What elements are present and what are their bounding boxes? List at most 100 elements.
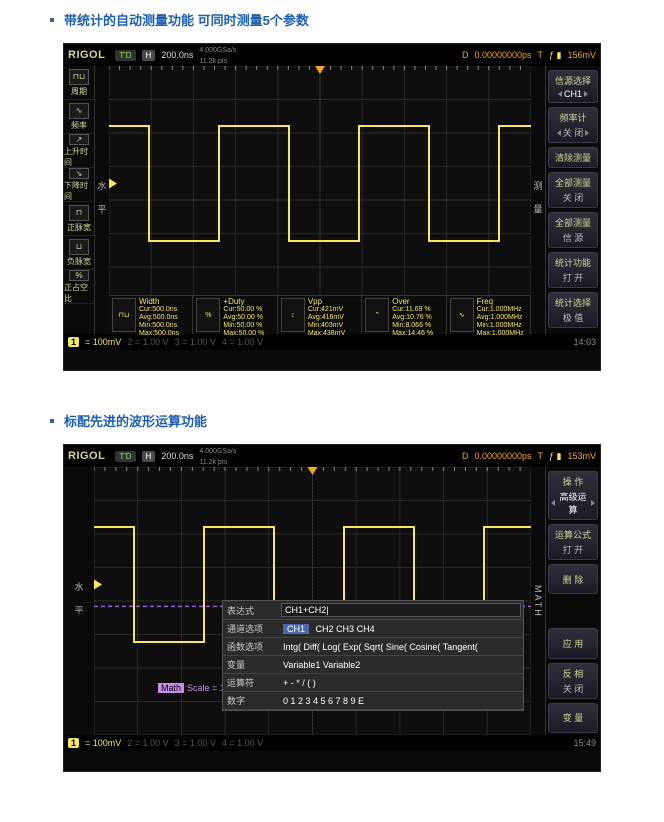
tool-pwidth[interactable]: ⊓正脉宽 [64,202,94,236]
tool-fall[interactable]: ↘下降时间 [64,168,94,202]
meas-duty: %+DutyCur:50.00 %Avg:50.00 %Min:50.00 %M… [193,296,277,334]
menu-invert[interactable]: 反 相关 闭 [548,663,598,699]
h-badge: H [142,50,156,61]
menu-formula[interactable]: 运算公式打 开 [548,524,598,560]
menu-apply[interactable]: 应 用 [548,628,598,658]
chevron-right-icon [584,91,588,97]
measurement-row: ⊓⊔WidthCur:500.0nsAvg:500.0nsMin:500.0ns… [109,295,531,334]
ch-opt[interactable]: CH2 [316,624,334,634]
tool-duty[interactable]: %正占空比 [64,270,94,304]
nwidth-icon: ⊔ [69,239,89,255]
popup-row-var: 变量 Variable1 Variable2 [223,656,523,674]
heading-text: 带统计的自动测量功能 可同时测量5个参数 [64,10,309,29]
ch1-badge: 1 [68,337,79,347]
ch4-scale: 4 = 1.00 V [222,337,263,347]
freq-meas-icon: ∿ [450,298,474,332]
vlabel-right: MATH [531,467,545,735]
clock: 14:03 [573,337,596,347]
t-label: T [538,451,544,461]
meas-width: ⊓⊔WidthCur:500.0nsAvg:500.0nsMin:500.0ns… [109,296,193,334]
fall-icon: ↘ [69,168,89,179]
menu-counter[interactable]: 频率计关 闭 [548,107,598,143]
popup-row-ch: 通道选项 CH1 CH2 CH3 CH4 [223,620,523,638]
main-area: ⊓⊔周期 ∿频率 ↗上升时间 ↘下降时间 ⊓正脉宽 ⊔负脉宽 %正占空比 水 平… [64,66,600,334]
ch1-scale: = 100mV [85,337,121,347]
ch-opt[interactable]: CH4 [357,624,375,634]
waveform-grid: Math Scale = 1.00 V 表达式 CH1+CH2| 通道选项 CH… [94,467,531,735]
oscilloscope-screenshot-2: RIGOL T'D H 200.0ns 4.000GSa/s 11.2k pts… [63,444,601,772]
chevron-left-icon [558,91,562,97]
menu-op[interactable]: 操 作高级运算 [548,471,598,520]
ch-opt[interactable]: CH3 [336,624,354,634]
menu-stat[interactable]: 统计功能打 开 [548,252,598,288]
pwidth-icon: ⊓ [69,205,89,221]
ch3-scale: 3 = 1.00 V [175,738,216,748]
sample-rate: 4.000GSa/s [199,448,236,455]
logo: RIGOL [68,450,105,462]
timebase: 200.0ns [161,451,193,461]
t-value: 156mV [567,50,596,60]
heading-2: 标配先进的波形运算功能 [10,411,654,430]
meas-over: ⌃OverCur:11.69 %Avg:10.76 %Min:8.066 %Ma… [362,296,446,334]
popup-row-num: 数字 0 1 2 3 4 5 6 7 8 9 E [223,692,523,710]
t-label: T [538,50,544,60]
formula-popup: 表达式 CH1+CH2| 通道选项 CH1 CH2 CH3 CH4 函数选项 [222,600,524,711]
td-badge: T'D [115,50,135,61]
heading-1: 带统计的自动测量功能 可同时测量5个参数 [10,10,654,29]
vlabel-left: 水 平 [95,66,109,334]
logo: RIGOL [68,49,105,61]
menu-source[interactable]: 信源选择CH1 [548,70,598,103]
rise-icon: ↗ [69,134,89,145]
menu-allmeas[interactable]: 全部测量关 闭 [548,172,598,208]
left-tools: ⊓⊔周期 ∿频率 ↗上升时间 ↘下降时间 ⊓正脉宽 ⊔负脉宽 %正占空比 [64,66,95,334]
duty-icon: % [69,270,89,281]
bullet [50,419,54,423]
ch4-scale: 4 = 1.00 V [222,738,263,748]
popup-row-expr: 表达式 CH1+CH2| [223,601,523,620]
waveform-grid: ⊓⊔WidthCur:500.0nsAvg:500.0nsMin:500.0ns… [109,66,531,334]
right-menu-2: 操 作高级运算 运算公式打 开 删 除 应 用 反 相关 闭 变 量 [545,467,600,735]
scope-topbar: RIGOL T'D H 200.0ns 4.000GSa/s 11.2k pts… [64,445,600,467]
ch3-scale: 3 = 1.00 V [175,337,216,347]
ch1-badge: 1 [68,738,79,748]
math-label: Math [158,683,184,693]
popup-row-op: 运算符 + - * / ( ) [223,674,523,692]
scope-topbar: RIGOL T'D H 200.0ns 4.000GSa/s 11.2k pts… [64,44,600,66]
vlabel-left: 水 平 [64,467,94,735]
chevron-left-icon [557,130,561,136]
menu-allsrc[interactable]: 全部测量信 源 [548,212,598,248]
tool-period[interactable]: ⊓⊔周期 [64,66,94,100]
ch1-scale: = 100mV [85,738,121,748]
meas-vpp: ↕VppCur:421mVAvg:416mVMin:403mVMax:438mV [278,296,362,334]
right-menu-1: 信源选择CH1 频率计关 闭 清除测量 全部测量关 闭 全部测量信 源 统计功能… [545,66,600,334]
mem-depth: 11.2k pts [199,58,227,65]
tool-nwidth[interactable]: ⊔负脉宽 [64,236,94,270]
mem-depth: 11.2k pts [199,459,227,466]
menu-delete[interactable]: 删 除 [548,564,598,594]
timebase: 200.0ns [161,50,193,60]
vlabel-right: 测 量 [531,66,545,334]
waveform-svg [109,66,531,334]
h-badge: H [142,451,156,462]
tool-rise[interactable]: ↗上升时间 [64,134,94,168]
clock: 15:49 [573,738,596,748]
d-value: 0.00000000ps [474,50,531,60]
expr-input[interactable]: CH1+CH2| [281,603,521,617]
chevron-right-icon [585,130,589,136]
menu-statsel[interactable]: 统计选择极 值 [548,292,598,328]
freq-icon: ∿ [69,103,89,119]
oscilloscope-screenshot-1: RIGOL T'D H 200.0ns 4.000GSa/s 11.2k pts… [63,43,601,371]
bottombar-2: 1 = 100mV 2 = 1.00 V 3 = 1.00 V 4 = 1.00… [64,735,600,751]
menu-var[interactable]: 变 量 [548,703,598,733]
sample-rate: 4.000GSa/s [199,47,236,54]
main-area: 水 平 Math Scale = 1.00 V 表达式 CH1+CH2| 通道选… [64,467,600,735]
chevron-left-icon [551,500,555,506]
section-1: 带统计的自动测量功能 可同时测量5个参数 RIGOL T'D H 200.0ns… [10,10,654,371]
tool-freq[interactable]: ∿频率 [64,100,94,134]
heading-text: 标配先进的波形运算功能 [64,411,207,430]
d-label: D [462,50,469,60]
menu-clear[interactable]: 清除测量 [548,147,598,168]
ch-opt[interactable]: CH1 [283,624,309,634]
meas-freq: ∿FreqCur:1.000MHzAvg:1.000MHzMin:1.000MH… [447,296,531,334]
duty-meas-icon: % [196,298,220,332]
